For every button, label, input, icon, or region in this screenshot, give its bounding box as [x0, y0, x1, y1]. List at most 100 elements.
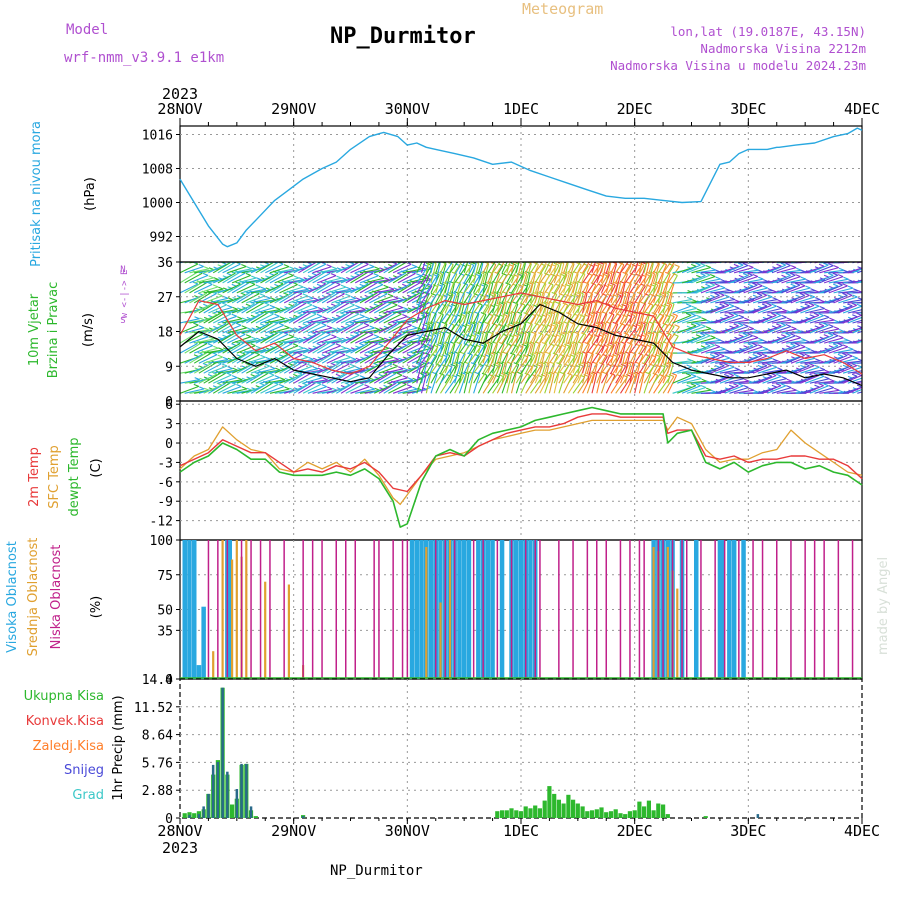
wind-barb [563, 375, 573, 394]
wind-barb [463, 363, 470, 384]
wind-barb [572, 365, 584, 384]
wind-barb [762, 314, 782, 324]
wind-barb [705, 305, 725, 314]
wind-barb [648, 375, 659, 394]
wind-barb-head [823, 322, 829, 326]
wind-barb [634, 294, 643, 314]
wind-barb [194, 277, 214, 284]
wind-barb-head [523, 342, 530, 346]
wind-barb-head [402, 375, 408, 379]
wind-barb-head [355, 366, 361, 370]
wind-barb-head [715, 337, 722, 341]
wind-barb-head [833, 387, 840, 391]
wind-barb-head [867, 254, 872, 256]
wind-barb [420, 313, 428, 334]
wind-barb [624, 262, 627, 263]
wind-barb [203, 349, 224, 354]
wind-barb-head [762, 285, 768, 289]
wind-barb [567, 366, 581, 384]
wind-barb [629, 363, 635, 384]
wind-barb [657, 262, 660, 264]
wind-barb [819, 274, 839, 284]
wind-barb [672, 366, 692, 374]
wind-barb-head [202, 272, 209, 276]
cloud-bar-visoka [196, 665, 202, 679]
wind-barb-head [804, 303, 810, 307]
wind-barb [548, 354, 559, 374]
cloud-bar-niska [605, 540, 607, 679]
wind-barb-head [478, 343, 485, 347]
cloud-bar-niska [302, 540, 304, 679]
wind-barb [719, 265, 740, 274]
wind-barb-head [231, 313, 237, 317]
wind-barb [539, 326, 553, 344]
wind-barb [600, 374, 609, 394]
wind-barb [269, 353, 289, 364]
wind-barb [643, 374, 652, 394]
wind-barb [577, 326, 590, 344]
wind-barb-head [596, 251, 601, 253]
wind-barb [805, 307, 825, 314]
wind-barb [691, 345, 711, 354]
wind-barb [510, 364, 520, 384]
wind-barb [596, 373, 602, 394]
wind-barb [378, 263, 398, 274]
wind-barb [208, 262, 211, 264]
wind-barb-head [757, 344, 763, 348]
wind-barb-head [696, 308, 703, 312]
wind-barb [378, 262, 382, 264]
wind-barb-head [340, 253, 345, 255]
wind-barb [662, 265, 675, 284]
wind-barb [582, 262, 590, 274]
wind-barb [350, 271, 368, 284]
wind-barb-head [209, 256, 214, 258]
temp-2m-line [179, 413, 863, 493]
wind-barb-head [868, 361, 873, 363]
wind-barb [213, 306, 233, 314]
wind-barb [388, 315, 408, 324]
wind-barb [567, 315, 579, 334]
wind-barb-head [559, 273, 565, 277]
wind-barb [501, 275, 514, 294]
wind-barb [298, 262, 316, 274]
precip-bar-ukupna-kisa [253, 816, 258, 818]
precip-bar-ukupna-kisa [500, 810, 505, 818]
wind-barb [567, 295, 579, 314]
wind-barb [572, 283, 579, 304]
sfc-temp-line [179, 416, 863, 506]
cloud-bar-niska [472, 540, 475, 679]
wind-barb [454, 363, 461, 384]
wind-barb [605, 263, 612, 284]
wind-barb [643, 313, 651, 334]
wind-barb-head [852, 355, 858, 359]
wind-barb [762, 375, 782, 384]
wind-gust-line [179, 292, 863, 375]
cloud-bar-visoka [182, 540, 187, 679]
wind-barb [250, 365, 270, 374]
wind-barb [800, 314, 820, 324]
wind-barb [463, 276, 477, 294]
wind-barb-head [690, 312, 697, 317]
header: Model wrf-nmm_v3.9.1 e1km Meteogram NP_D… [64, 0, 891, 879]
wind-barb-head [378, 275, 385, 279]
wind-barb [852, 311, 862, 314]
wind-barb [515, 296, 529, 314]
wind-barb [530, 365, 542, 384]
wind-barb [487, 343, 493, 364]
wind-barb [317, 336, 337, 344]
wind-barb [492, 273, 501, 294]
wind-barb-head [606, 271, 613, 275]
precip-bar-ukupna-kisa [646, 800, 651, 818]
wind-barb-head [761, 292, 768, 296]
wind-barb [388, 383, 407, 394]
wind-barb [715, 305, 735, 314]
wind-barb [809, 316, 830, 324]
wind-barb-head [565, 354, 571, 358]
wind-barb-head [202, 362, 209, 366]
wind-barb [213, 368, 233, 374]
wind-barb [355, 266, 375, 274]
precip-legend-item: Konvek.Kisa [26, 714, 104, 729]
wind-barb-head [240, 292, 246, 296]
wind-barb-head [302, 354, 309, 358]
wind-barb [336, 372, 354, 384]
